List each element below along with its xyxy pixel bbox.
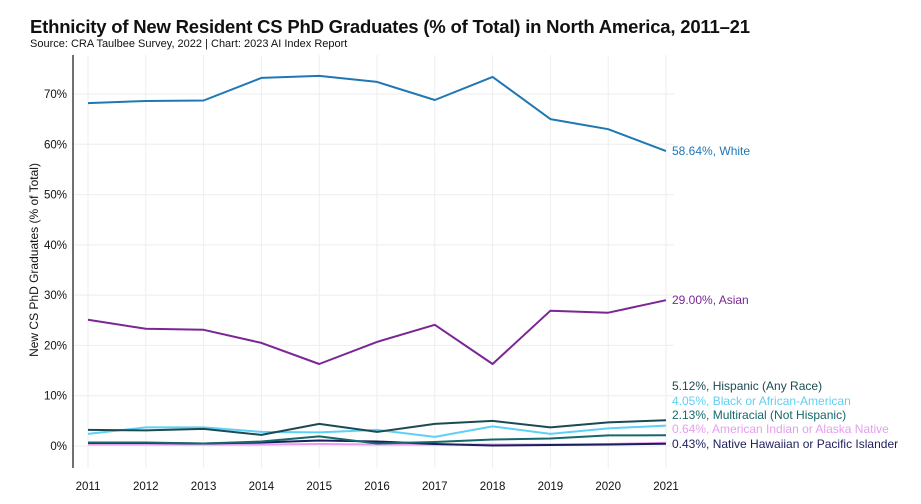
x-tick-label: 2017 [422,481,448,493]
series-line-white [87,74,667,153]
y-tick-label: 20% [44,340,67,352]
y-tick-label: 40% [44,240,67,252]
end-label: 5.12%, Hispanic (Any Race) [672,379,822,393]
y-tick-label: 50% [44,190,67,202]
x-tick-label: 2018 [480,481,506,493]
end-label: 58.64%, White [672,144,750,158]
series-line-hispanic-any-race- [87,419,667,436]
series-line-multiracial-not-hispanic- [88,434,667,445]
y-tick-label: 30% [44,290,67,302]
chart-subtitle: Source: CRA Taulbee Survey, 2022 | Chart… [30,38,348,50]
end-label: 0.64%, American Indian or Alaska Native [672,422,889,436]
x-tick-label: 2020 [595,481,621,493]
series-line-black-or-african-american [87,424,667,438]
y-axis-label: New CS PhD Graduates (% of Total) [27,163,41,357]
end-label: 4.05%, Black or African-American [672,394,851,408]
x-tick-label: 2019 [538,481,564,493]
end-label: 2.13%, Multiracial (Not Hispanic) [672,408,846,422]
x-tick-label: 2014 [249,481,275,493]
y-tick-labels: 0% 10% 20% 30% 40% 50% 60% 70% [44,89,67,453]
x-tick-labels: 2011 2012 2013 2014 2015 2016 2017 2018 2019 2020… [76,481,679,493]
y-tick-label: 0% [50,441,67,453]
y-tick-label: 70% [44,89,67,101]
chart-title: Ethnicity of New Resident CS PhD Graduat… [30,16,750,37]
x-tick-label: 2012 [133,481,159,493]
y-tick-label: 10% [44,391,67,403]
x-tick-label: 2016 [364,481,390,493]
series-line-asian [87,299,667,365]
end-label: 0.43%, Native Hawaiian or Pacific Island… [672,437,898,451]
end-label: 29.00%, Asian [672,293,749,307]
x-tick-label: 2013 [191,481,217,493]
x-tick-label: 2011 [76,481,101,493]
y-tick-label: 60% [44,139,67,151]
x-tick-label: 2021 [653,481,679,493]
gridlines [73,55,674,468]
end-labels: 58.64%, White 29.00%, Asian 5.12%, Hispani… [672,144,898,451]
series-lines [87,74,667,447]
x-tick-label: 2015 [306,481,332,493]
